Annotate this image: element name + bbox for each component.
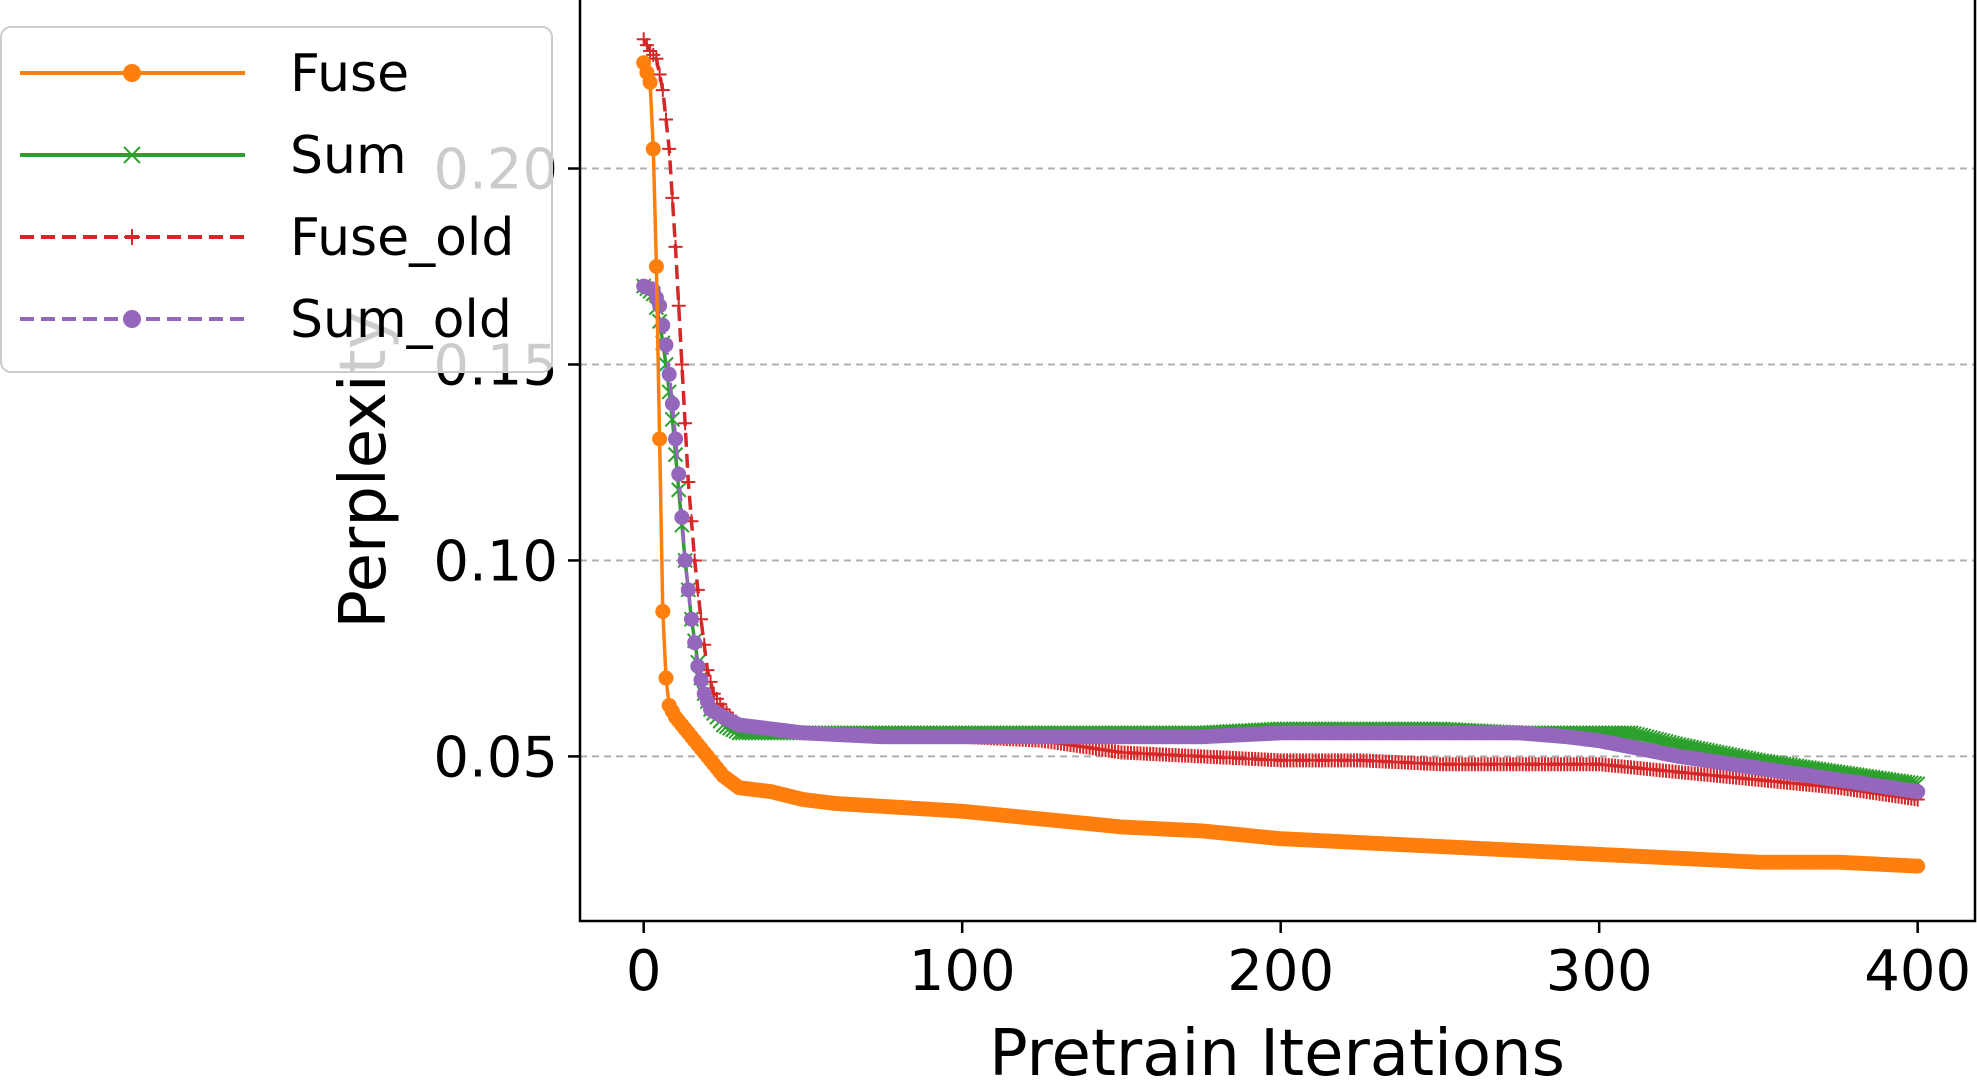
plot-frame [578, 0, 1977, 923]
x-tick-label: 100 [909, 939, 1016, 1004]
data-point [652, 298, 668, 314]
data-point [668, 431, 684, 447]
legend: Fuse Sum Fuse_old Sum_old [0, 26, 553, 373]
data-point [655, 603, 671, 619]
legend-label: Fuse [290, 44, 409, 104]
data-point [648, 259, 664, 275]
x-axis-label: Pretrain Iterations [989, 1017, 1565, 1089]
x-tick-label: 300 [1546, 939, 1653, 1004]
data-point [664, 411, 681, 428]
legend-label: Sum [290, 126, 407, 186]
data-point [658, 670, 674, 686]
data-point [1910, 858, 1926, 874]
series-layer [635, 32, 1926, 874]
data-point [658, 112, 673, 127]
y-tick-label: 0.05 [433, 725, 558, 790]
series-line [643, 284, 1918, 794]
legend-label: Fuse_old [290, 208, 514, 268]
y-tick-label: 0.10 [433, 529, 558, 594]
data-point [690, 658, 706, 674]
series-line [642, 38, 1918, 802]
grid [580, 167, 1975, 758]
data-point [649, 51, 664, 66]
x-tick-label: 200 [1227, 939, 1334, 1004]
legend-item-fuse: Fuse [20, 44, 409, 104]
legend-box [0, 26, 553, 373]
data-point [655, 83, 670, 98]
data-point [681, 475, 696, 490]
axes [568, 0, 1977, 933]
data-point [678, 416, 693, 431]
x-tick-label: 0 [626, 939, 662, 1004]
data-point [645, 141, 661, 157]
x-tick-label: 400 [1864, 939, 1971, 1004]
legend-label: Sum_old [290, 290, 512, 350]
legend-item-sum: Sum [20, 126, 407, 186]
data-point [664, 396, 680, 412]
data-point [642, 74, 658, 90]
data-point [687, 635, 703, 651]
series-fuse [636, 55, 1926, 874]
series-line [642, 284, 1918, 786]
data-point [674, 357, 689, 372]
data-point [693, 672, 709, 688]
data-point [1910, 784, 1926, 800]
legend-marker [124, 229, 140, 245]
data-point [671, 298, 686, 313]
legend-item-sum-old: Sum_old [20, 290, 512, 350]
data-point [652, 431, 668, 447]
series-sum [635, 278, 1926, 792]
series-fuse-old [636, 32, 1925, 807]
data-point [674, 509, 690, 525]
legend-item-fuse-old: Fuse_old [20, 208, 514, 268]
legend-marker [123, 310, 141, 328]
data-point [668, 239, 683, 254]
data-point [677, 552, 693, 568]
data-point [662, 141, 677, 156]
legend-marker [123, 64, 141, 82]
data-point [636, 32, 651, 47]
data-point [661, 366, 677, 382]
series-sum-old [636, 278, 1926, 800]
data-point [652, 67, 667, 82]
data-point [665, 190, 680, 205]
data-point [671, 466, 687, 482]
data-point [639, 38, 654, 53]
data-point [680, 582, 696, 598]
data-point [658, 337, 674, 353]
data-point [683, 611, 699, 627]
legend-marker [123, 146, 141, 164]
